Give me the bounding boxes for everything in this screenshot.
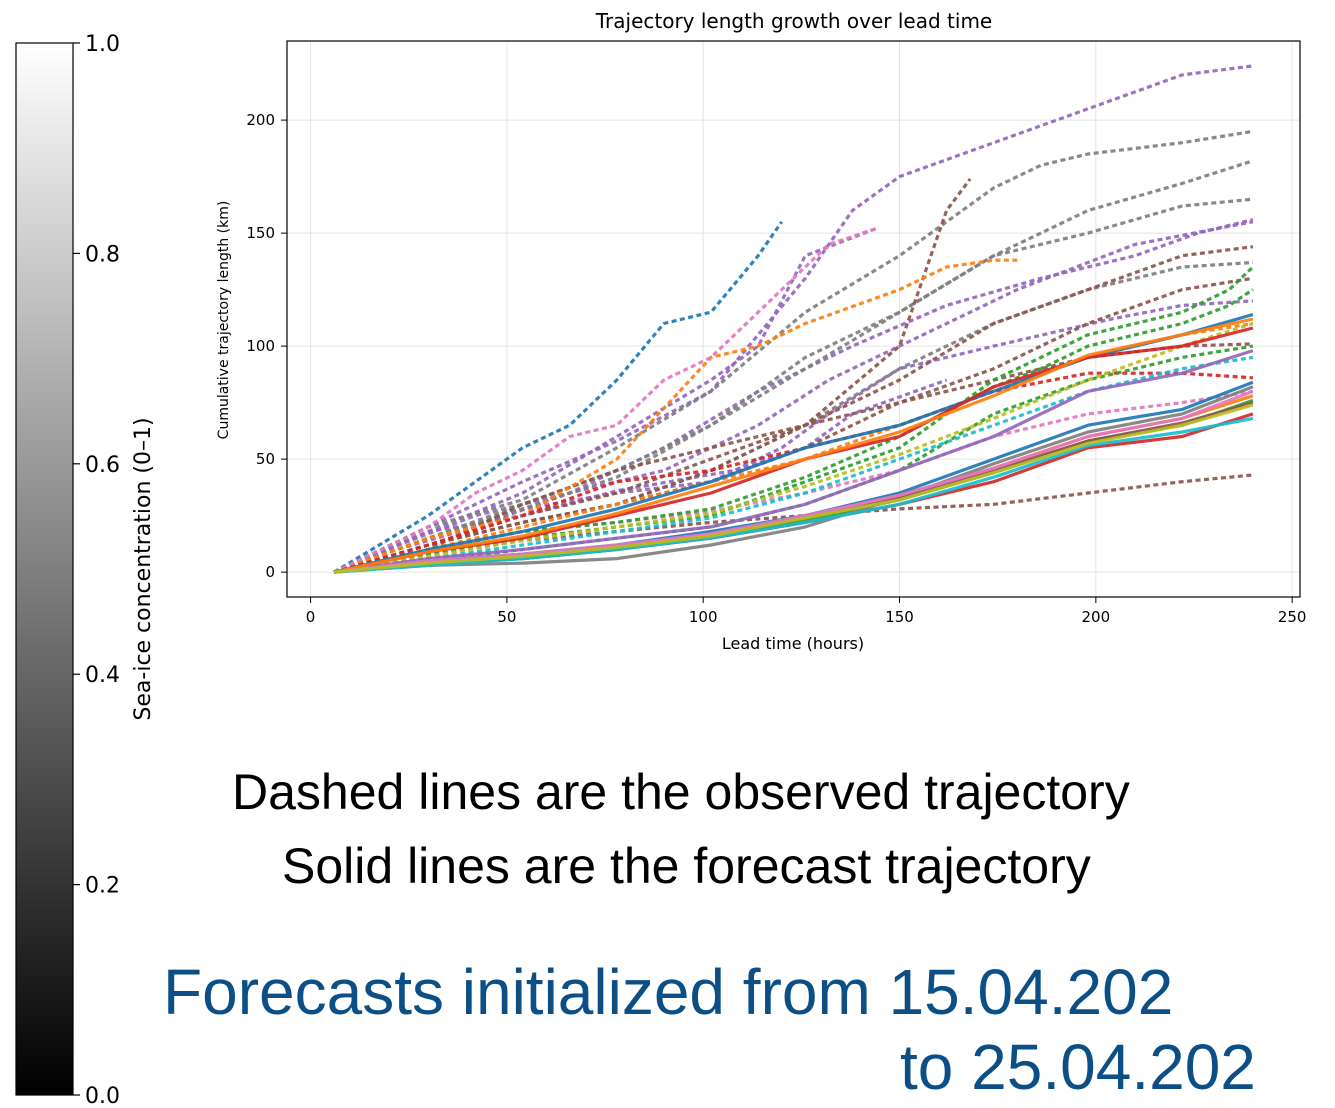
x-tick-label: 50 <box>497 608 516 626</box>
forecast-trajectory-line <box>333 385 1254 574</box>
caption-forecast-range-start: Forecasts initialized from 15.04.202 <box>163 956 1174 1028</box>
forecast-trajectory-line <box>333 416 1254 574</box>
y-axis-label-text: Cumulative trajectory length (km) <box>216 201 232 440</box>
x-tick-label: 150 <box>885 608 914 626</box>
forecast-trajectory-line <box>333 389 1254 574</box>
grid <box>287 41 1300 597</box>
caption-forecast-range-end: to 25.04.202 <box>900 1031 1256 1103</box>
y-tick-label: 200 <box>246 111 275 129</box>
observed-trajectory-line <box>333 197 1254 574</box>
observed-trajectory-line <box>333 342 1253 574</box>
observed-trajectory-line <box>333 321 1254 574</box>
forecast-trajectory-line <box>333 349 1254 574</box>
observed-trajectory-line <box>333 220 784 574</box>
colorbar-tick-label: 0.2 <box>85 874 120 899</box>
series-lines <box>333 64 1255 574</box>
forecast-trajectory-line <box>333 403 1254 574</box>
observed-trajectory-line <box>333 378 948 574</box>
x-tick-label: 250 <box>1278 608 1307 626</box>
x-tick-label: 200 <box>1082 608 1111 626</box>
plot-frame <box>286 40 1301 598</box>
colorbar-tick-label: 0.6 <box>85 453 120 478</box>
axes: 0 50 100 150 200 250 0 50 100 150 200 <box>246 111 1306 626</box>
x-tick-label: 100 <box>689 608 718 626</box>
observed-trajectory-line <box>333 258 1018 574</box>
observed-trajectory-line <box>333 321 1254 574</box>
chart-title: Trajectory length growth over lead time <box>595 9 992 33</box>
y-tick-label: 100 <box>246 337 275 355</box>
observed-trajectory-line <box>333 64 1254 574</box>
forecast-trajectory-line <box>333 317 1254 574</box>
y-tick-label: 0 <box>265 563 275 581</box>
observed-trajectory-line <box>333 159 1254 574</box>
colorbar-label: Sea-ice concentration (0–1) <box>131 417 156 720</box>
colorbar-gradient <box>15 42 74 1096</box>
colorbar-tick-label: 0.4 <box>85 663 120 688</box>
caption-dashed-lines: Dashed lines are the observed trajectory <box>232 764 1130 820</box>
observed-trajectory-line <box>333 220 1254 574</box>
caption-solid-lines: Solid lines are the forecast trajectory <box>282 838 1091 894</box>
y-tick-label: 150 <box>246 224 275 242</box>
colorbar-tick-label: 1.0 <box>85 32 120 57</box>
x-axis-label: Lead time (hours) <box>722 634 864 653</box>
x-tick-label: 0 <box>306 608 316 626</box>
observed-trajectory-line <box>333 227 877 574</box>
line-chart: Trajectory length growth over lead time … <box>216 9 1306 653</box>
colorbar-tick-label: 0.8 <box>85 242 120 267</box>
colorbar: 0.0 0.2 0.4 0.6 0.8 1.0 Sea-ice concentration… <box>15 32 156 1108</box>
y-tick-label: 50 <box>256 450 275 468</box>
colorbar-tick-label: 0.0 <box>85 1084 120 1108</box>
observed-trajectory-line <box>333 129 1254 574</box>
